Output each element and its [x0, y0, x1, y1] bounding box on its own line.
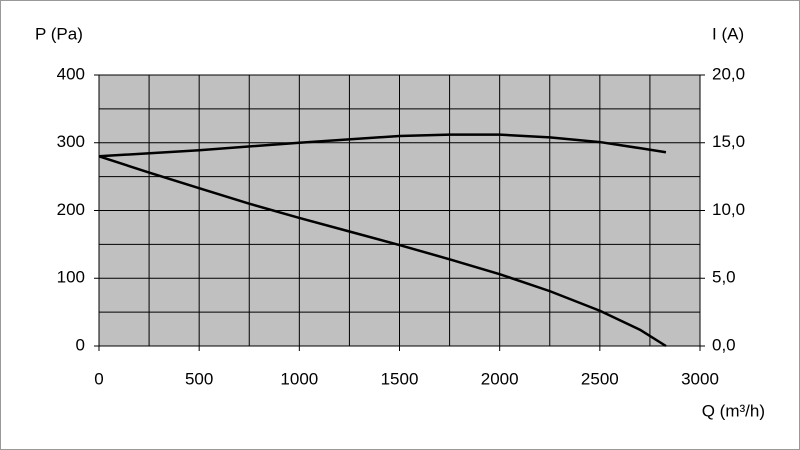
- x-axis-label: Q (m³/h): [702, 401, 765, 420]
- x-tick-label: 0: [94, 369, 103, 388]
- y-tick-label: 100: [57, 268, 85, 287]
- x-tick-label: 500: [185, 369, 213, 388]
- x-tick-label: 3000: [681, 369, 719, 388]
- y2-tick-label: 20,0: [712, 64, 745, 83]
- x-tick-label: 1000: [280, 369, 318, 388]
- y-tick-label: 0: [76, 335, 85, 354]
- plot-border: [98, 74, 701, 347]
- plot-area: 0 500 1000 1500 2000 2500 3000 0 100 200 300 400 0,0…: [57, 64, 745, 388]
- y-tick-label: 400: [57, 64, 85, 83]
- series-line: [98, 155, 667, 348]
- x-tick-label: 2500: [581, 369, 619, 388]
- y-tick-label: 200: [57, 200, 85, 219]
- y-tick-label: 300: [57, 132, 85, 151]
- y2-tick-label: 5,0: [712, 268, 736, 287]
- y-axis-label: P (Pa): [35, 24, 83, 43]
- y2-tick-label: 10,0: [712, 200, 745, 219]
- series-line: [98, 133, 667, 158]
- y2-tick-label: 0,0: [712, 335, 736, 354]
- y2-axis-label: I (A): [712, 24, 744, 43]
- x-tick-label: 1500: [381, 369, 419, 388]
- y2-tick-label: 15,0: [712, 132, 745, 151]
- x-tick-label: 2000: [481, 369, 519, 388]
